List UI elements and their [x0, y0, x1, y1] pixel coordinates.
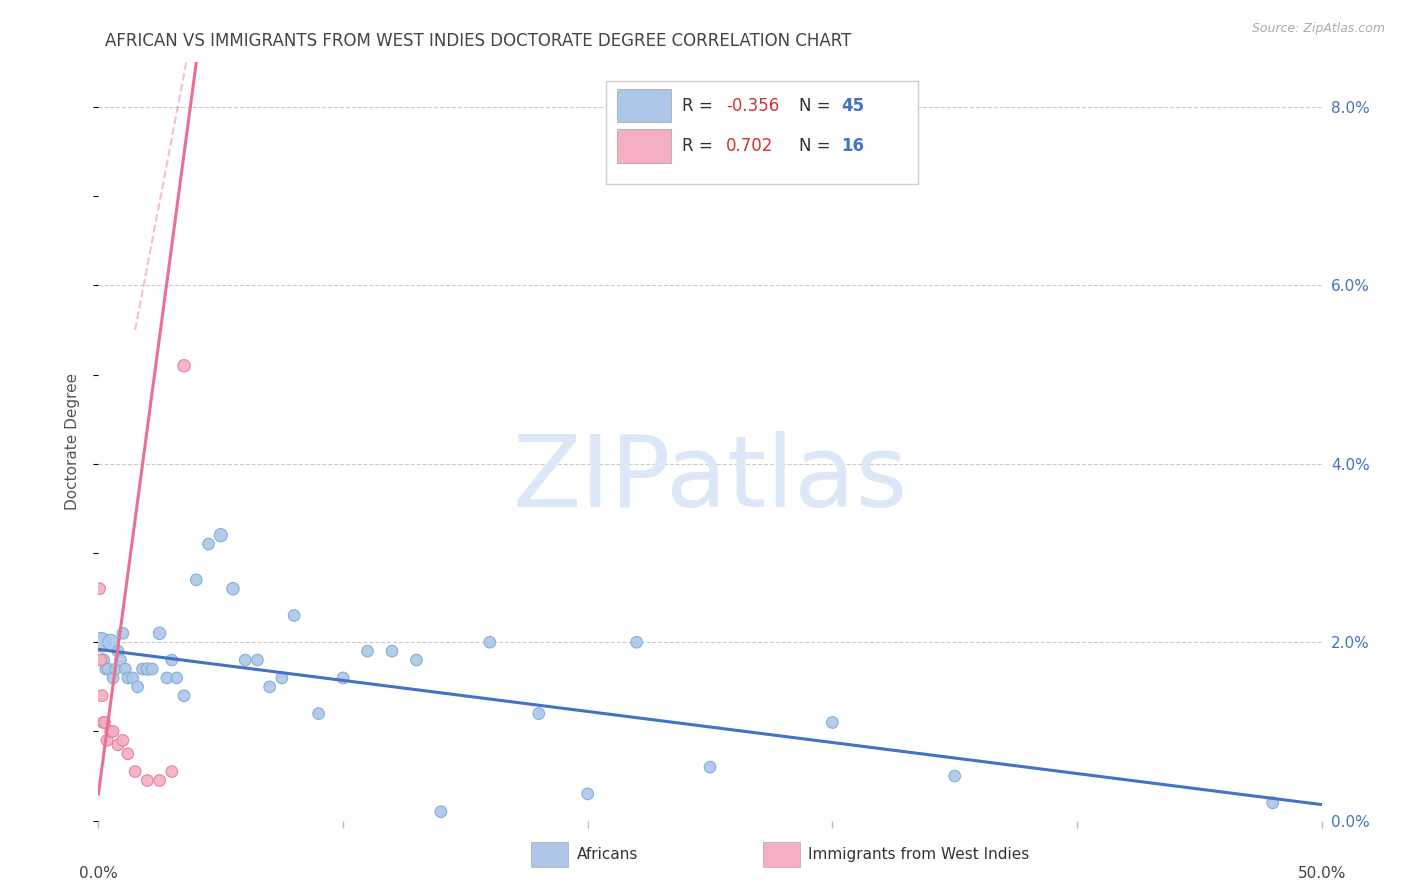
- Text: 0.702: 0.702: [725, 136, 773, 155]
- Point: [166, 671, 188, 685]
- Text: -0.356: -0.356: [725, 96, 779, 115]
- Text: Africans: Africans: [576, 847, 638, 862]
- FancyBboxPatch shape: [617, 89, 671, 122]
- Point: [156, 671, 179, 685]
- Text: AFRICAN VS IMMIGRANTS FROM WEST INDIES DOCTORATE DEGREE CORRELATION CHART: AFRICAN VS IMMIGRANTS FROM WEST INDIES D…: [104, 32, 851, 50]
- Point: [107, 738, 129, 752]
- Point: [131, 662, 153, 676]
- Text: ZIPatlas: ZIPatlas: [512, 431, 908, 528]
- Point: [576, 787, 599, 801]
- Point: [104, 662, 127, 676]
- Point: [93, 715, 115, 730]
- Point: [209, 528, 232, 542]
- Point: [117, 671, 139, 685]
- Point: [101, 724, 124, 739]
- Point: [160, 764, 183, 779]
- Text: 0.0%: 0.0%: [79, 866, 118, 881]
- Point: [943, 769, 966, 783]
- Point: [405, 653, 427, 667]
- Point: [89, 582, 111, 596]
- Point: [100, 635, 122, 649]
- Text: 45: 45: [841, 96, 865, 115]
- Point: [149, 773, 172, 788]
- Point: [246, 653, 269, 667]
- Point: [114, 662, 136, 676]
- FancyBboxPatch shape: [617, 129, 671, 162]
- Point: [186, 573, 208, 587]
- Point: [90, 653, 112, 667]
- Point: [308, 706, 330, 721]
- Point: [430, 805, 453, 819]
- Point: [381, 644, 404, 658]
- Point: [173, 689, 195, 703]
- Point: [626, 635, 648, 649]
- Point: [197, 537, 219, 551]
- Point: [270, 671, 294, 685]
- Point: [160, 653, 183, 667]
- Point: [107, 644, 129, 658]
- FancyBboxPatch shape: [763, 842, 800, 867]
- Text: N =: N =: [800, 136, 837, 155]
- FancyBboxPatch shape: [531, 842, 568, 867]
- Point: [100, 724, 122, 739]
- Point: [478, 635, 501, 649]
- Point: [356, 644, 378, 658]
- Text: Immigrants from West Indies: Immigrants from West Indies: [808, 847, 1029, 862]
- Text: Source: ZipAtlas.com: Source: ZipAtlas.com: [1251, 22, 1385, 36]
- Point: [1261, 796, 1284, 810]
- Point: [149, 626, 172, 640]
- Point: [90, 635, 112, 649]
- Point: [94, 662, 117, 676]
- Y-axis label: Doctorate Degree: Doctorate Degree: [65, 373, 80, 510]
- Text: 16: 16: [841, 136, 863, 155]
- Point: [332, 671, 354, 685]
- Point: [111, 733, 134, 747]
- Point: [127, 680, 149, 694]
- FancyBboxPatch shape: [606, 81, 918, 184]
- Point: [233, 653, 256, 667]
- Point: [124, 764, 146, 779]
- Point: [91, 715, 114, 730]
- Text: R =: R =: [682, 136, 718, 155]
- Point: [96, 733, 118, 747]
- Point: [91, 653, 114, 667]
- Point: [259, 680, 281, 694]
- Point: [173, 359, 195, 373]
- Point: [222, 582, 245, 596]
- Point: [527, 706, 550, 721]
- Point: [141, 662, 163, 676]
- Point: [110, 653, 132, 667]
- Point: [117, 747, 139, 761]
- Text: N =: N =: [800, 96, 837, 115]
- Point: [821, 715, 844, 730]
- Point: [136, 662, 159, 676]
- Point: [283, 608, 305, 623]
- Point: [91, 689, 114, 703]
- Point: [121, 671, 143, 685]
- Point: [111, 626, 134, 640]
- Point: [136, 773, 159, 788]
- Text: R =: R =: [682, 96, 718, 115]
- Point: [97, 662, 120, 676]
- Point: [101, 671, 124, 685]
- Text: 50.0%: 50.0%: [1298, 866, 1346, 881]
- Point: [699, 760, 721, 774]
